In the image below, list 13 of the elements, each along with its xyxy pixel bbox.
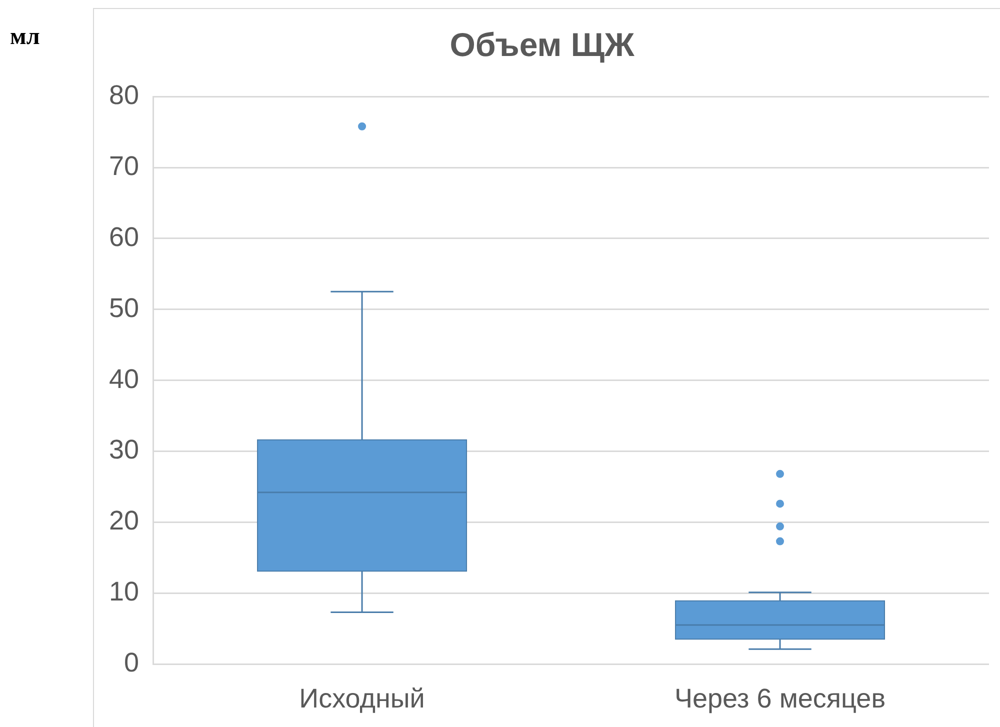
y-tick-label: 20 [108, 506, 140, 536]
y-axis-title: мл [10, 24, 40, 51]
x-tick-label: Исходный [299, 684, 425, 714]
chart-title: Объем ЩЖ [450, 26, 634, 63]
y-tick-label: 60 [108, 222, 140, 252]
y-tick-label: 30 [108, 434, 140, 465]
y-tick-label: 70 [108, 150, 140, 181]
y-tick-label: 40 [108, 364, 140, 394]
y-tick-label: 50 [108, 292, 140, 323]
x-tick-label: Через 6 месяцев [674, 684, 886, 714]
y-tick-label: 0 [124, 647, 140, 678]
y-tick-label: 10 [108, 576, 140, 607]
y-tick-label: 80 [108, 80, 140, 110]
